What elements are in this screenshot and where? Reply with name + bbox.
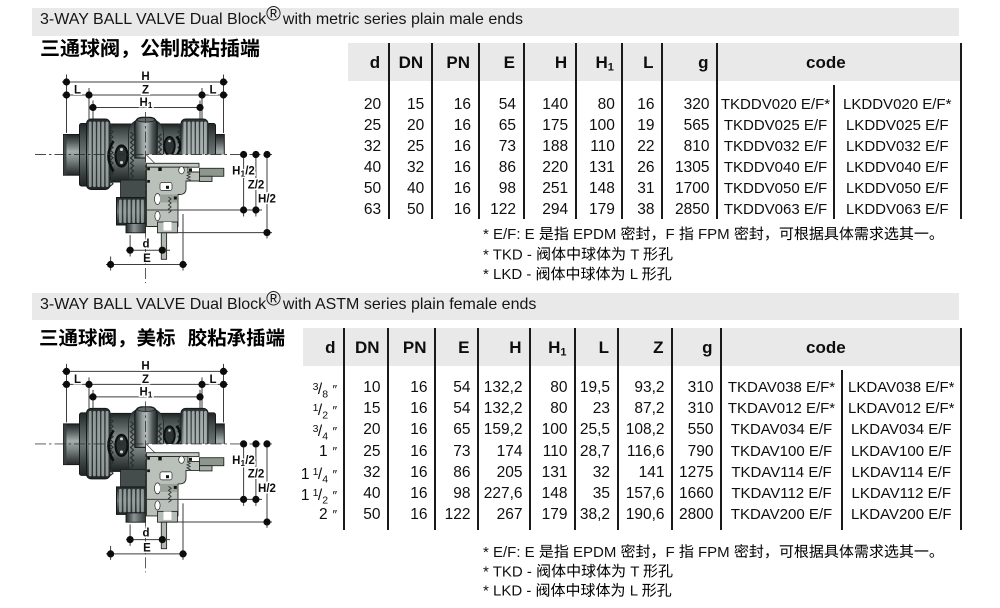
svg-text:* TKD -: * TKD - <box>483 563 532 580</box>
svg-text:* E/F: E: * E/F: E <box>483 226 535 243</box>
svg-text:* TKD -: * TKD - <box>483 246 532 263</box>
svg-text:F: F <box>666 544 675 561</box>
svg-text:FPM: FPM <box>698 226 730 243</box>
svg-text:T: T <box>630 563 639 580</box>
svg-text:EPDM: EPDM <box>573 226 616 243</box>
svg-text:FPM: FPM <box>698 544 730 561</box>
svg-text:* LKD -: * LKD - <box>483 583 531 600</box>
svg-text:L: L <box>630 266 638 283</box>
svg-text:F: F <box>666 226 675 243</box>
svg-text:L: L <box>630 583 638 600</box>
svg-text:EPDM: EPDM <box>573 544 616 561</box>
svg-text:T: T <box>630 246 639 263</box>
svg-text:* E/F: E: * E/F: E <box>483 544 535 561</box>
svg-text:* LKD -: * LKD - <box>483 266 531 283</box>
